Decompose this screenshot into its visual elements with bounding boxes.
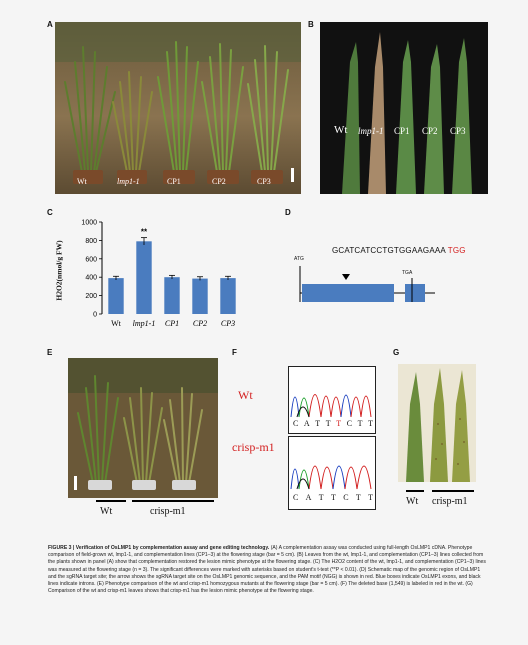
y-tick-label: 0 [93, 312, 97, 319]
significance-label: ** [141, 228, 148, 237]
figure-caption: FIGURE 3 | Verification of OsLMP1 by com… [48, 545, 488, 595]
chromatogram-mutant: C A T T C T T [288, 436, 376, 510]
bar-3 [192, 278, 208, 314]
wt-base: C [346, 419, 353, 428]
bar-4 [220, 278, 236, 314]
y-tick-label: 1000 [81, 220, 97, 227]
mutant-base: C [293, 493, 299, 502]
wt-base-deleted: T [336, 419, 342, 428]
panel-a-label-cp1: CP1 [167, 177, 181, 186]
y-tick-label: 800 [85, 238, 97, 245]
chromatogram-wt-label: Wt [238, 388, 253, 402]
caption-title: FIGURE 3 | Verification of OsLMP1 by com… [48, 545, 270, 551]
panel-d-label: D [285, 208, 291, 217]
exon-1 [302, 284, 394, 302]
y-tick-label: 600 [85, 256, 97, 263]
wt-group-bar [96, 500, 126, 502]
bar-0 [108, 278, 124, 314]
sgrna-target-sequence: GCATCATCCTGTGGAAGAAA TGG [332, 246, 466, 255]
x-tick-label: CP3 [221, 319, 235, 328]
g-crisp-group-bar [432, 490, 474, 492]
pam-motif: TGG [447, 246, 466, 255]
leaf-blades-photo [320, 22, 488, 194]
x-tick-label: CP1 [165, 319, 179, 328]
x-tick-label: lmp1-1 [133, 319, 156, 328]
mutant-base: T [355, 493, 361, 502]
exon-2 [405, 284, 425, 302]
sgrna-sequence: GCATCATCCTGTGGAAGAAA [332, 246, 446, 255]
panel-e-label-crisp: crisp-m1 [150, 506, 186, 517]
rice-field-photo [55, 22, 301, 194]
panel-a-label-lmp1: lmp1-1 [117, 177, 140, 186]
chromatogram-wt: C A T T T C T T [288, 366, 376, 434]
panel-g-label: G [393, 348, 400, 357]
x-tick-label: CP2 [193, 319, 207, 328]
x-tick-label: Wt [111, 319, 122, 328]
panel-g-label-wt: Wt [406, 496, 419, 507]
panel-f-label: F [232, 348, 237, 357]
stop-codon-label: TGA [402, 270, 413, 276]
panel-b-label: B [308, 20, 314, 29]
crisp-group-bar [132, 500, 214, 502]
panel-b-label-cp1: CP1 [394, 126, 410, 136]
panel-a-photo: Wt lmp1-1 CP1 CP2 CP3 [55, 22, 301, 194]
chromatogram-mutant-trace [290, 465, 372, 490]
wt-base: T [325, 419, 331, 428]
panel-b-label-wt: Wt [334, 124, 348, 136]
panel-e-photo [68, 358, 218, 498]
panel-c-chart: 0 200 400 600 800 1000 Wt ** lmp1-1 CP1 CP2 CP3 H2O… [50, 210, 250, 340]
wt-base: A [303, 419, 310, 428]
panel-b-photo: Wt lmp1-1 CP1 CP2 CP3 [320, 22, 488, 194]
panel-g-label-crisp: crisp-m1 [432, 496, 468, 507]
chromatogram-wt-trace [290, 394, 372, 418]
panel-b-label-lmp1: lmp1-1 [358, 126, 384, 136]
mutant-base: T [331, 493, 336, 502]
wt-base: T [368, 419, 373, 428]
mutant-base: C [343, 493, 349, 502]
panel-g-photo [398, 364, 476, 482]
crisp-plants-photo [68, 358, 218, 498]
wt-base: T [315, 419, 321, 428]
panel-a-label-cp2: CP2 [212, 177, 226, 186]
wt-base: C [293, 419, 299, 428]
wt-base-calls: C A T T T C T T [293, 419, 373, 428]
gene-structure-diagram [299, 266, 435, 302]
start-codon-label: ATG [294, 256, 304, 262]
bar-1 [136, 241, 152, 314]
caption-body: (A) A complementation assay was conducte… [48, 545, 486, 595]
panel-a-label-wt: Wt [77, 177, 87, 186]
panel-e-label-wt: Wt [100, 506, 113, 517]
panel-c-label: C [47, 208, 53, 217]
h2o2-bar-chart: 0 200 400 600 800 1000 Wt ** lmp1-1 CP1 CP2 CP3 [81, 220, 236, 328]
mutant-base-calls: C A T T C T T [293, 493, 373, 502]
panel-b-label-cp3: CP3 [450, 126, 466, 136]
bar-2 [164, 277, 180, 314]
y-axis-label: H2O2(nmol/g FW) [54, 240, 64, 301]
panel-b-label-cp2: CP2 [422, 126, 438, 136]
wt-base: T [357, 419, 363, 428]
y-tick-label: 200 [85, 293, 97, 300]
mutant-base: A [305, 493, 312, 502]
mutant-base: T [368, 493, 373, 502]
panel-e-label: E [47, 348, 53, 357]
sgrna-target-arrow [342, 274, 350, 280]
chromatogram-mutant-label: crisp-m1 [232, 440, 275, 454]
mutant-base: T [318, 493, 324, 502]
panel-a-label: A [47, 20, 53, 29]
leaf-comparison-photo [398, 364, 476, 482]
y-tick-label: 400 [85, 275, 97, 282]
panel-d-schematic: GCATCATCCTGTGGAAGAAA TGG ATG TGA [290, 218, 490, 328]
g-wt-group-bar [406, 490, 424, 492]
panel-a-label-cp3: CP3 [257, 177, 271, 186]
